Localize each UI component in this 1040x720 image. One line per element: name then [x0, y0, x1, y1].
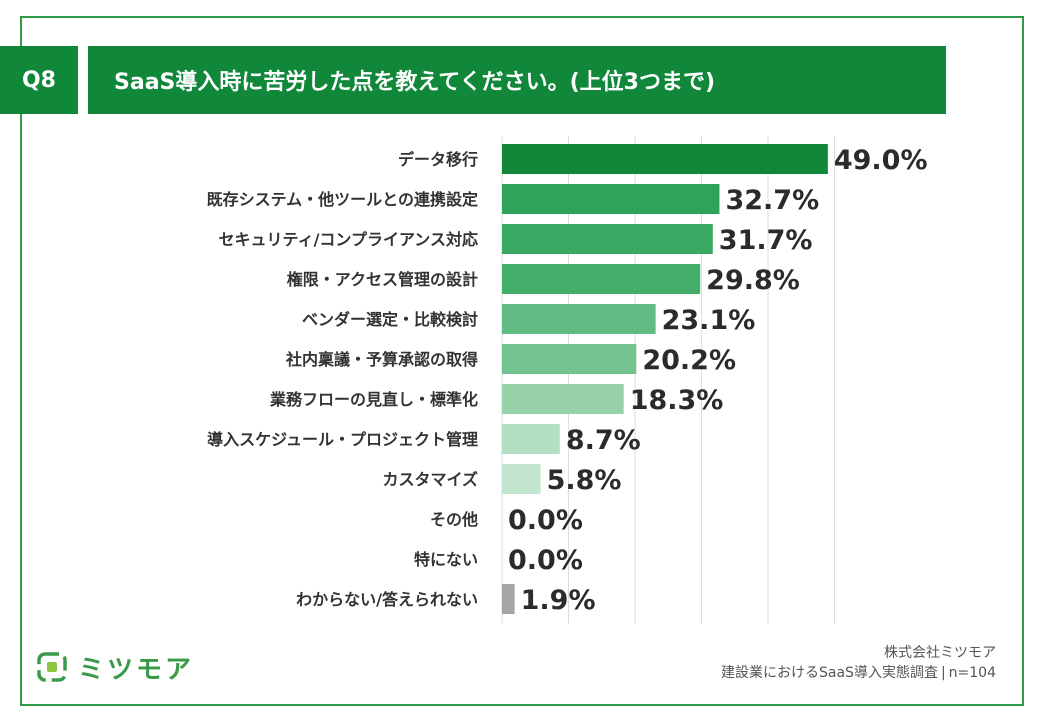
chart-labels: データ移行 49.0% 既存システム・他ツールとの連携設定 32.7% セキュリティ/コ…: [207, 145, 928, 616]
value-label: 31.7%: [719, 225, 813, 256]
bar-2: [502, 184, 720, 214]
bar-7: [502, 384, 624, 414]
footer-divider: |: [940, 665, 946, 681]
value-label: 23.1%: [662, 305, 756, 336]
category-label: カスタマイズ: [382, 470, 478, 489]
value-label: 29.8%: [706, 265, 800, 296]
question-title: SaaS導入時に苦労した点を教えてください。(上位3つまで): [88, 46, 946, 114]
value-label: 18.3%: [630, 385, 724, 416]
category-label: データ移行: [398, 150, 478, 169]
bar-8: [502, 424, 560, 454]
bar-9: [502, 464, 541, 494]
value-label: 0.0%: [508, 545, 583, 576]
bar-6: [502, 344, 637, 374]
category-label: 社内稟議・予算承認の取得: [285, 350, 478, 369]
value-label: 0.0%: [508, 505, 583, 536]
value-label: 49.0%: [834, 145, 928, 176]
category-label: 業務フローの見直し・標準化: [269, 390, 478, 409]
value-label: 20.2%: [642, 345, 736, 376]
chart-bars: [502, 144, 828, 614]
mitsumore-logo-icon: [37, 652, 67, 682]
category-label: わからない/答えられない: [296, 590, 478, 609]
question-badge: Q8: [0, 46, 78, 114]
category-label: ベンダー選定・比較検討: [302, 310, 478, 329]
footer-credit: 株式会社ミツモア 建設業におけるSaaS導入実態調査 | n=104: [721, 643, 996, 683]
bar-1: [502, 144, 828, 174]
value-label: 1.9%: [521, 585, 596, 616]
bar-12: [502, 584, 515, 614]
bar-4: [502, 264, 701, 294]
brand-logo: ミツモア: [36, 650, 195, 685]
value-label: 8.7%: [566, 425, 641, 456]
bar-5: [502, 304, 656, 334]
bar-3: [502, 224, 713, 254]
bar-chart: データ移行 49.0% 既存システム・他ツールとの連携設定 32.7% セキュリティ/コ…: [207, 136, 928, 624]
category-label: その他: [430, 510, 478, 529]
survey-info: 建設業におけるSaaS導入実態調査 | n=104: [721, 663, 996, 683]
category-label: 権限・アクセス管理の設計: [287, 270, 478, 289]
company-name: 株式会社ミツモア: [884, 645, 996, 661]
category-label: セキュリティ/コンプライアンス対応: [219, 230, 478, 249]
category-label: 特にない: [414, 550, 478, 569]
survey-name: 建設業におけるSaaS導入実態調査: [721, 665, 938, 681]
value-label: 5.8%: [547, 465, 622, 496]
brand-logo-text: ミツモア: [78, 654, 195, 685]
chart-gridlines: [501, 136, 835, 624]
category-label: 既存システム・他ツールとの連携設定: [207, 190, 478, 209]
sample-size: n=104: [948, 665, 996, 681]
category-label: 導入スケジュール・プロジェクト管理: [207, 430, 478, 449]
value-label: 32.7%: [725, 185, 819, 216]
